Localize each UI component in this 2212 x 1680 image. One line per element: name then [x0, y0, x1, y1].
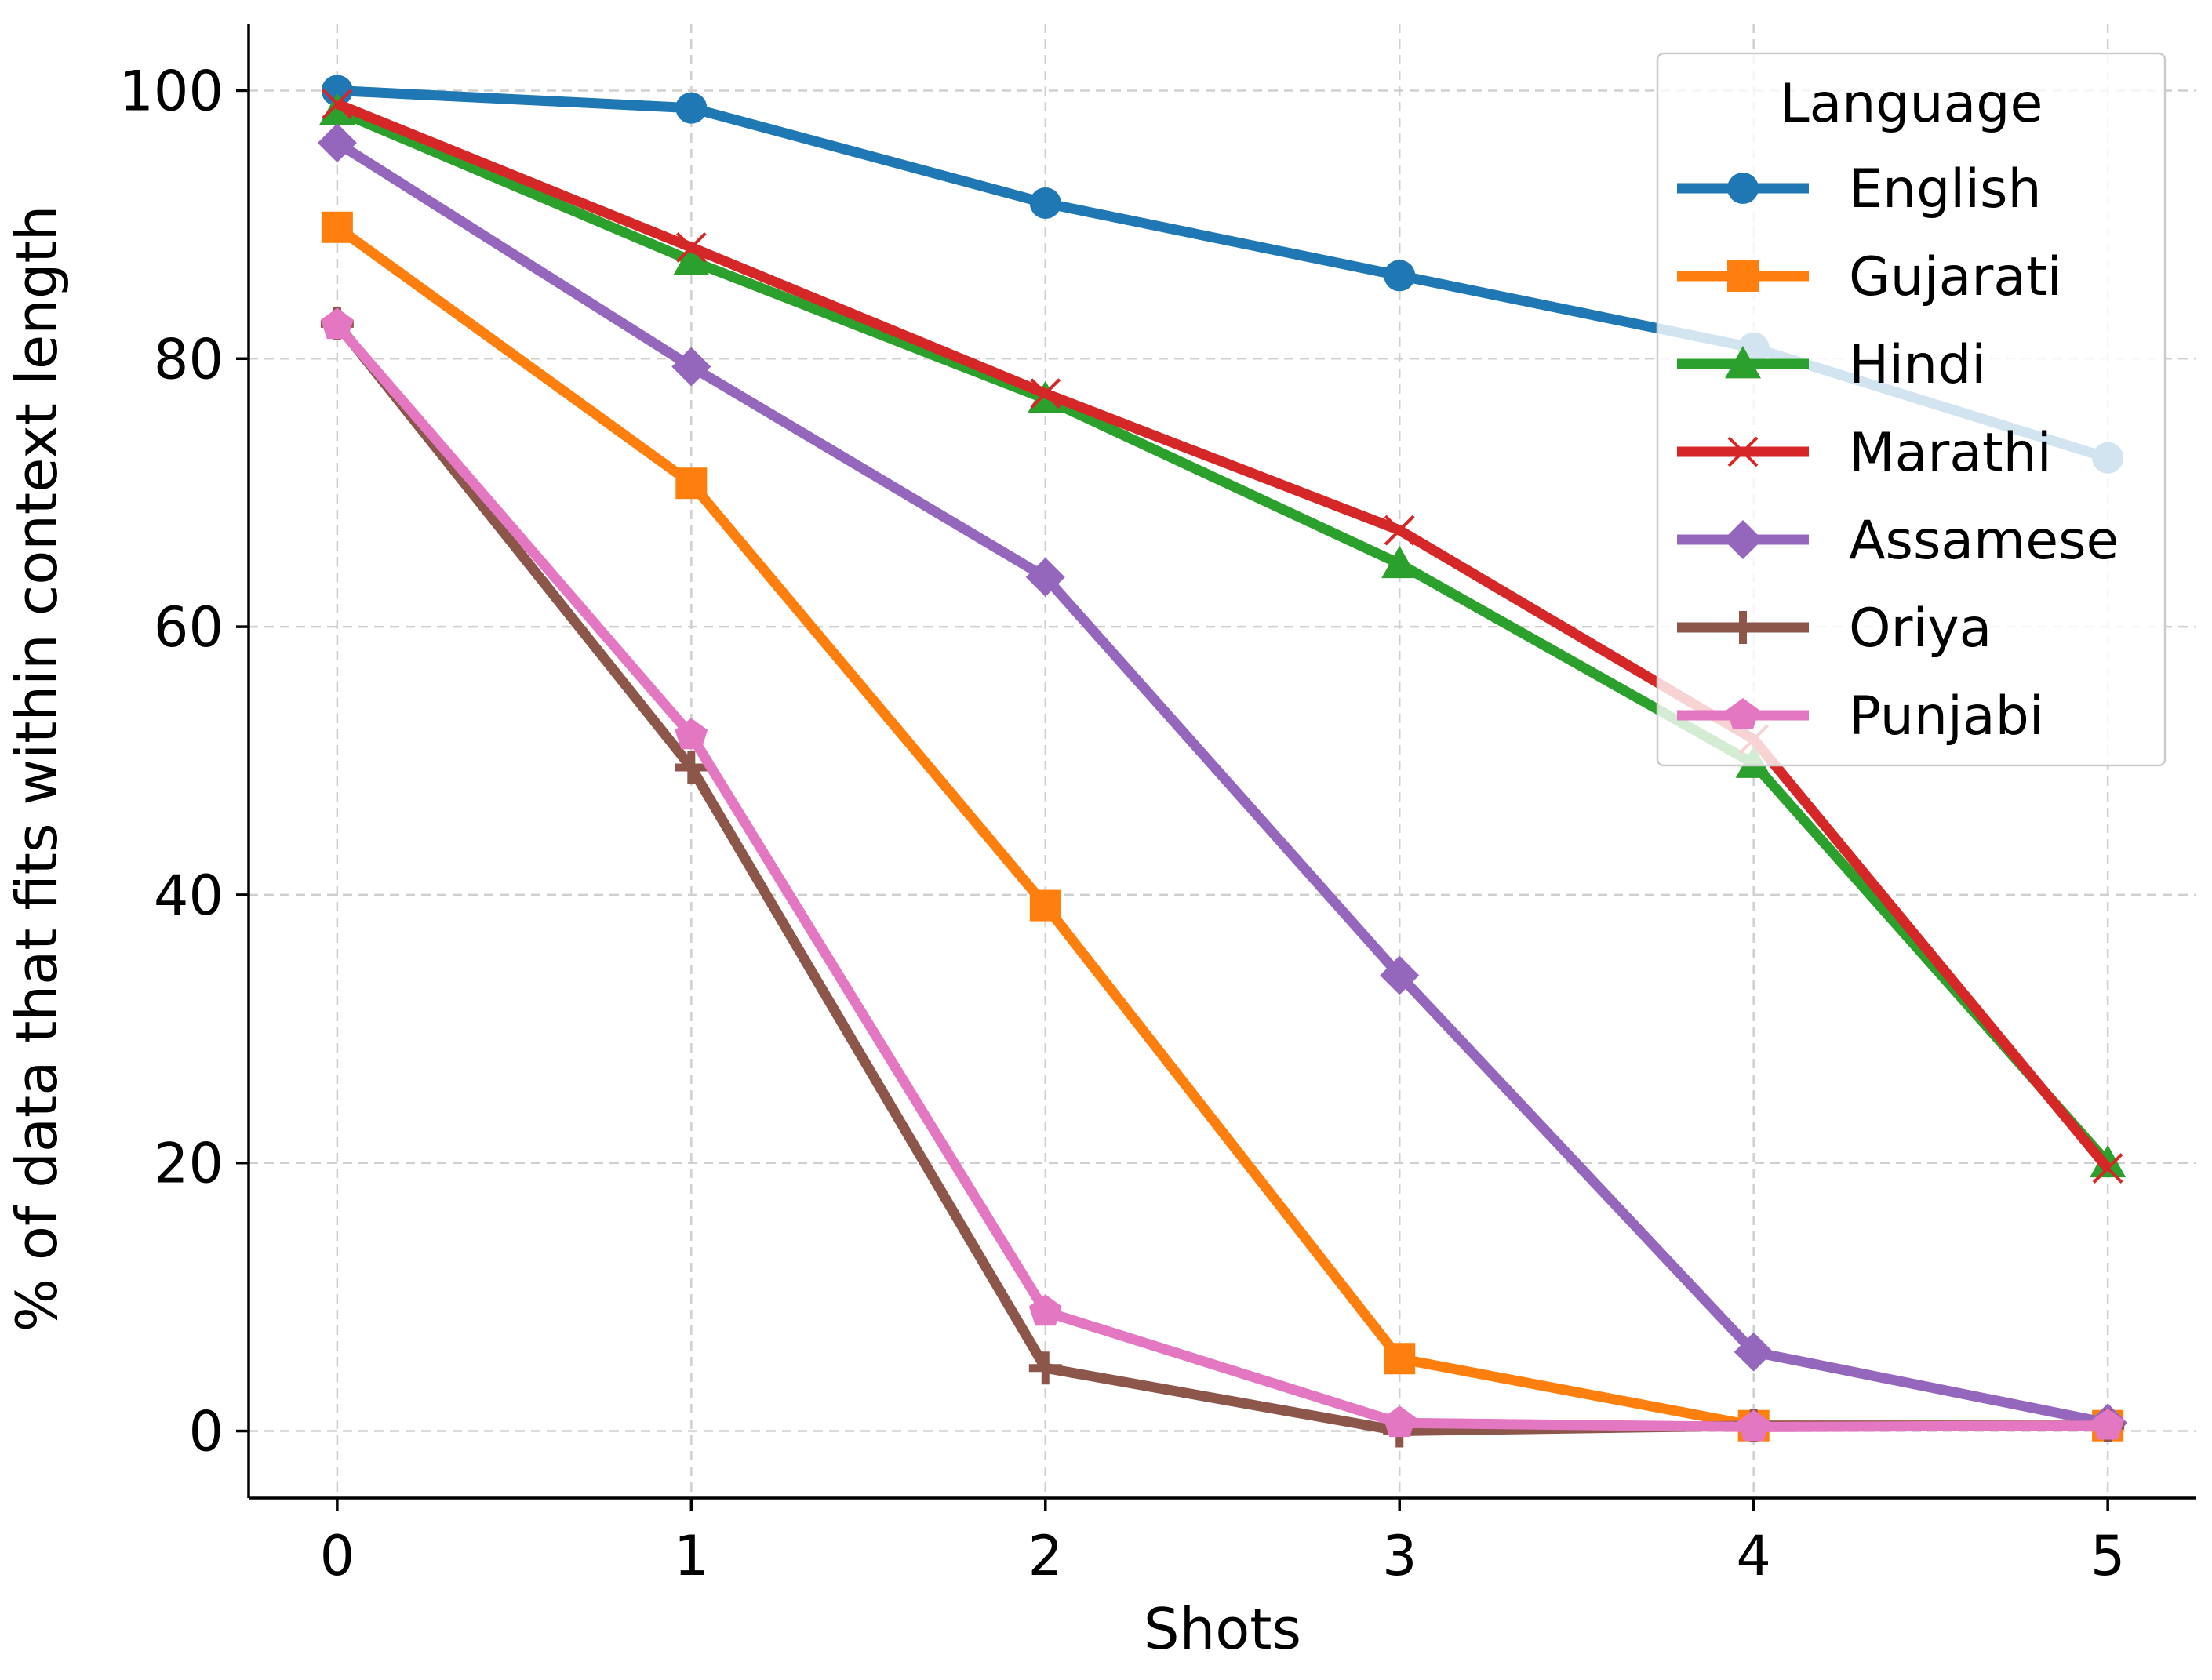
series-marathi	[322, 89, 2123, 1184]
legend-item-punjabi: Punjabi	[1677, 685, 2044, 747]
legend-label-assamese: Assamese	[1849, 510, 2119, 572]
data-point-punjabi	[2091, 1408, 2125, 1440]
legend-marker-punjabi	[1726, 698, 1759, 729]
series-line-punjabi	[333, 322, 2108, 1432]
data-point-gujarati	[675, 467, 708, 500]
legend-label-marathi: Marathi	[1849, 422, 2052, 484]
data-point-gujarati	[1384, 1343, 1416, 1375]
y-axis-title: % of data that fits within context lengt…	[4, 205, 70, 1333]
data-point-gujarati	[1029, 889, 1061, 922]
x-tick-label: 4	[1736, 1524, 1771, 1588]
x-tick-label: 1	[674, 1524, 709, 1588]
series-layer	[317, 75, 2128, 1448]
data-point-english	[1384, 260, 1416, 292]
legend-label-hindi: Hindi	[1849, 334, 1986, 396]
data-point-oriya	[1028, 1351, 1062, 1385]
x-tick-label: 2	[1028, 1524, 1063, 1588]
data-point-punjabi	[320, 307, 354, 340]
legend-title: Language	[1780, 73, 2043, 135]
data-point-marathi	[322, 89, 353, 119]
data-point-english	[321, 75, 353, 107]
y-tick-label: 40	[154, 864, 224, 928]
series-line-hindi	[335, 106, 2112, 1167]
x-axis-title: Shots	[1144, 1596, 1301, 1662]
legend-item-assamese: Assamese	[1677, 510, 2119, 572]
series-line-assamese	[334, 138, 2109, 1428]
data-point-punjabi	[1028, 1294, 1062, 1326]
legend-marker-oriya	[1726, 611, 1759, 644]
data-point-oriya	[675, 751, 708, 784]
y-tick-label: 60	[154, 595, 224, 660]
series-assamese	[317, 123, 2128, 1443]
series-line-marathi	[335, 99, 2112, 1172]
legend-label-gujarati: Gujarati	[1849, 246, 2062, 308]
legend-box	[1656, 52, 2167, 767]
y-tick-label: 0	[188, 1400, 224, 1464]
series-punjabi	[320, 307, 2125, 1442]
data-point-hindi	[1381, 545, 1418, 579]
data-point-marathi	[1384, 515, 1415, 546]
legend-item-oriya: Oriya	[1677, 598, 1992, 660]
x-tick-label: 5	[2090, 1524, 2126, 1588]
data-point-assamese	[1734, 1332, 1774, 1372]
y-tick-label: 100	[118, 59, 224, 123]
data-point-assamese	[671, 347, 711, 387]
data-point-marathi	[1030, 378, 1061, 409]
data-point-gujarati	[321, 211, 353, 243]
legend-label-english: English	[1849, 158, 2042, 220]
data-point-marathi	[675, 232, 707, 263]
data-point-english	[1029, 187, 1061, 220]
legend-label-oriya: Oriya	[1849, 598, 1992, 660]
data-point-marathi	[2092, 1153, 2123, 1184]
legend-marker-hindi	[1725, 346, 1761, 379]
data-point-hindi	[673, 242, 710, 275]
legend-item-hindi: Hindi	[1677, 334, 1986, 396]
axes: 0 1 2 3 4 5 0 20 40 60 80 100	[118, 24, 2196, 1588]
legend-marker-marathi	[1727, 436, 1759, 467]
legend-item-marathi: Marathi	[1677, 422, 2052, 484]
data-point-punjabi	[675, 718, 708, 750]
data-point-punjabi	[1737, 1409, 1770, 1442]
y-tick-label: 80	[154, 327, 224, 391]
legend-items: English Gujarati Hindi Marathi Assamese Oriya…	[1677, 158, 2119, 747]
data-point-punjabi	[1383, 1405, 1417, 1438]
legend: Language English Gujarati Hindi Marathi Assa…	[1656, 52, 2167, 767]
x-tick-label: 0	[320, 1524, 355, 1588]
legend-marker-assamese	[1723, 520, 1763, 559]
data-point-assamese	[1025, 557, 1065, 597]
legend-marker-gujarati	[1727, 260, 1759, 292]
legend-marker-english	[1727, 173, 1759, 204]
legend-item-gujarati: Gujarati	[1677, 246, 2062, 308]
legend-item-english: English	[1677, 158, 2042, 220]
x-tick-label: 3	[1382, 1524, 1417, 1588]
data-point-english	[675, 92, 708, 124]
data-point-assamese	[317, 123, 357, 163]
data-point-assamese	[1380, 955, 1420, 995]
y-tick-label: 20	[154, 1132, 224, 1196]
legend-label-punjabi: Punjabi	[1849, 685, 2044, 747]
